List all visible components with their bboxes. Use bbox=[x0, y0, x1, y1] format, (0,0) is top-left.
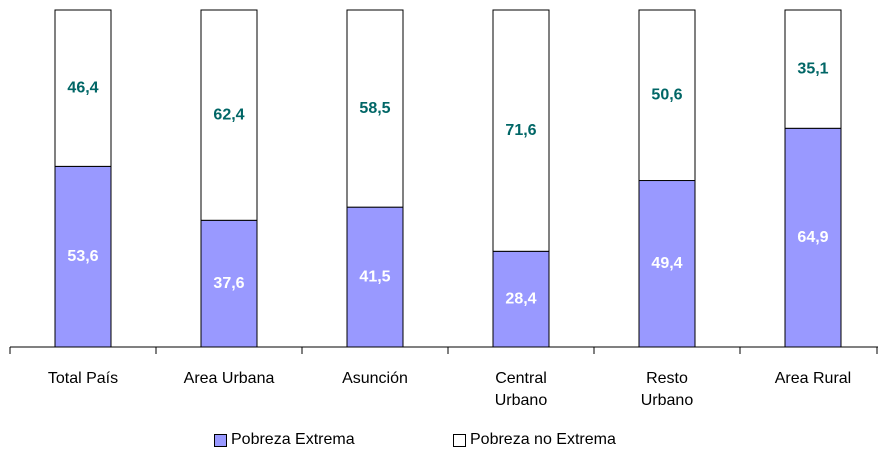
x-tick-label: Resto Urbano bbox=[640, 370, 694, 409]
bar-segment bbox=[638, 9, 696, 182]
data-label: 53,6 bbox=[67, 248, 98, 265]
bar-segment bbox=[784, 9, 842, 129]
bar-segment bbox=[54, 165, 112, 348]
x-tick-label: Asunción bbox=[342, 370, 408, 387]
bar-segment bbox=[200, 219, 258, 348]
data-label: 64,9 bbox=[797, 229, 828, 246]
data-label: 71,6 bbox=[505, 122, 536, 139]
x-tick-label: Total País bbox=[47, 370, 119, 387]
legend-item: Pobreza no Extrema bbox=[453, 431, 616, 449]
legend-label: Pobreza Extrema bbox=[231, 431, 355, 448]
bar-segment bbox=[492, 9, 550, 252]
x-tick-label: Central Urbano bbox=[494, 370, 548, 409]
bar-segment bbox=[638, 180, 696, 348]
data-label: 46,4 bbox=[67, 79, 98, 96]
bar-segment bbox=[200, 9, 258, 221]
data-label: 50,6 bbox=[651, 86, 682, 103]
bar-segment bbox=[346, 9, 404, 208]
legend-label: Pobreza no Extrema bbox=[470, 431, 616, 448]
legend-item: Pobreza Extrema bbox=[214, 431, 355, 449]
bar-segment bbox=[492, 250, 550, 348]
data-label: 49,4 bbox=[651, 255, 682, 272]
data-label: 62,4 bbox=[213, 106, 244, 123]
data-label: 41,5 bbox=[359, 268, 390, 285]
data-label: 28,4 bbox=[505, 290, 536, 307]
data-label: 58,5 bbox=[359, 100, 390, 117]
data-label: 37,6 bbox=[213, 275, 244, 292]
legend-swatch bbox=[214, 433, 227, 447]
legend-swatch bbox=[453, 433, 466, 447]
x-tick-label: Area Rural bbox=[774, 370, 852, 387]
bar-segment bbox=[784, 127, 842, 348]
x-tick-label: Area Urbana bbox=[183, 370, 275, 387]
bar-segment bbox=[54, 9, 112, 167]
data-label: 35,1 bbox=[797, 60, 828, 77]
bar-segment bbox=[346, 206, 404, 348]
